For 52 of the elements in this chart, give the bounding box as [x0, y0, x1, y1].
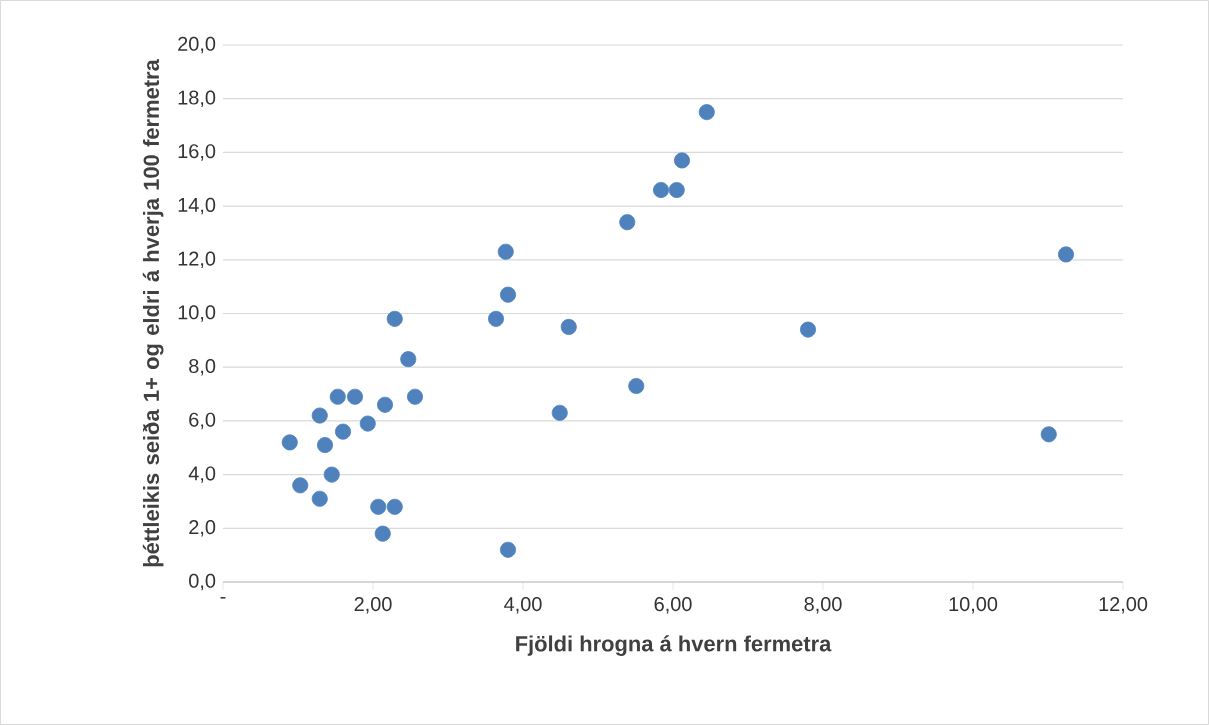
point [359, 415, 376, 432]
y-tick-label: 10,0 [178, 305, 216, 322]
point [281, 434, 298, 451]
x-tick-label: 2,00 [354, 597, 392, 614]
y-tick-label: 12,0 [178, 251, 216, 269]
point [668, 181, 685, 198]
point [374, 525, 391, 542]
point [653, 181, 669, 198]
point [386, 498, 403, 515]
point [400, 351, 417, 368]
point [1058, 246, 1075, 263]
y-tick-label: 8,0 [189, 358, 216, 376]
point [317, 437, 333, 454]
point [311, 490, 328, 507]
y-tick-label: 18,0 [178, 90, 216, 107]
point [1040, 426, 1057, 443]
point [323, 466, 340, 483]
y-tick-label: 16,0 [178, 144, 216, 161]
point [488, 310, 504, 327]
x-tick-label: - [220, 597, 226, 599]
point [370, 498, 387, 515]
x-tick-label: 8,00 [804, 597, 842, 614]
y-tick-label: 0,0 [189, 573, 216, 591]
x-axis-title: Fjöldi hrogna á hvern fermetra [516, 635, 832, 656]
point [800, 321, 817, 338]
point [628, 377, 645, 394]
y-tick-label: 14,0 [178, 197, 216, 215]
y-tick-label: 4,0 [188, 466, 216, 483]
point [674, 152, 690, 169]
point [551, 404, 568, 421]
point [311, 407, 328, 424]
x-tick-label: 10,00 [949, 597, 998, 614]
point [500, 541, 516, 558]
point [698, 104, 715, 121]
point [386, 310, 403, 327]
point [292, 477, 309, 494]
point [560, 318, 577, 335]
point [377, 396, 393, 413]
y-axis-title: þéttleikis seiða 1+ og eldri á hverja 100 fermetra [142, 59, 164, 567]
point [619, 214, 636, 231]
y-tick-label: 2,0 [189, 520, 216, 537]
point [335, 423, 351, 440]
point [497, 243, 514, 260]
y-tick-label: 6,0 [189, 412, 216, 430]
point [347, 388, 363, 405]
x-tick-label: 4,00 [504, 597, 542, 614]
x-tick-label: 6,00 [654, 597, 692, 614]
x-tick-label: 12,00 [1099, 597, 1148, 614]
point [500, 286, 516, 303]
y-tick-label: 20,0 [178, 36, 216, 54]
point [329, 388, 346, 405]
point [407, 388, 423, 405]
